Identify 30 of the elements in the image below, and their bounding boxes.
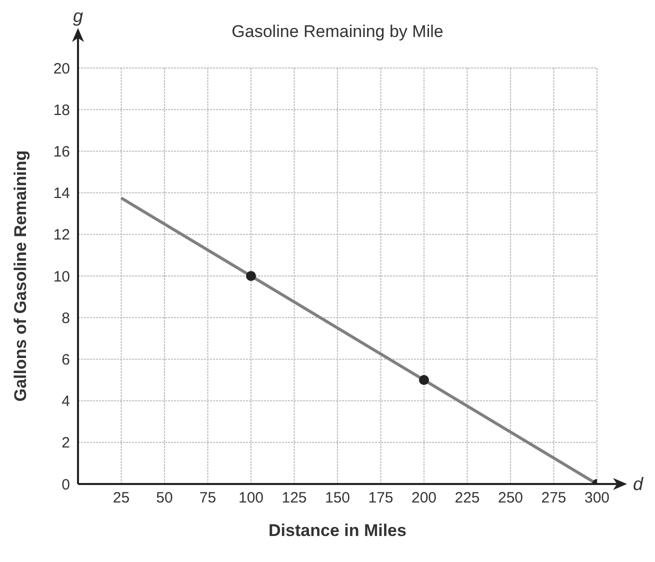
point — [419, 375, 429, 385]
text: d — [633, 474, 644, 494]
x-tick-label: 300 — [584, 490, 610, 507]
y-tick-label: 4 — [62, 393, 70, 410]
x-tick-label: 125 — [282, 490, 307, 507]
chart-title: Gasoline Remaining by Mile — [232, 22, 444, 41]
x-tick-label: 200 — [411, 490, 437, 507]
x-tick-label: 150 — [324, 490, 350, 507]
x-tick-label: 275 — [541, 490, 566, 507]
x-tick-label: 225 — [454, 490, 480, 507]
y-tick-label: 16 — [53, 144, 70, 161]
y-tick-label: 10 — [53, 268, 70, 286]
y-tick-label: 14 — [53, 185, 70, 202]
x-tick-label: 250 — [498, 490, 524, 507]
y-tick-label: 0 — [62, 476, 70, 494]
text: g — [72, 6, 84, 26]
y-tick-label: 12 — [53, 226, 70, 244]
y-axis-title: Gallons of Gasoline Remaining — [11, 150, 30, 402]
y-tick-label: 2 — [62, 434, 70, 452]
y-tick-label: 20 — [53, 60, 70, 78]
point — [246, 271, 256, 281]
x-tick-label: 50 — [156, 490, 173, 507]
x-tick-label: 100 — [238, 490, 264, 507]
x-tick-label: 175 — [368, 490, 394, 507]
x-axis-title: Distance in Miles — [268, 521, 406, 540]
y-tick-label: 6 — [62, 352, 70, 369]
x-tick-label: 25 — [112, 490, 130, 507]
x-tick-label: 75 — [199, 490, 216, 507]
y-tick-label: 18 — [53, 102, 70, 119]
y-tick-label: 8 — [62, 310, 70, 327]
